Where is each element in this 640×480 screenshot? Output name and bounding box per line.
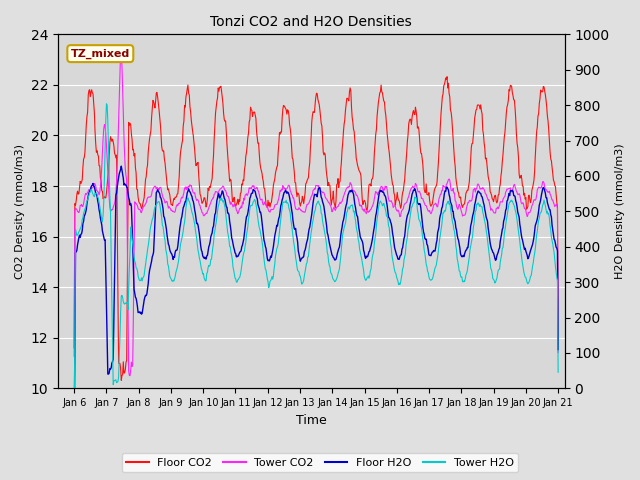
X-axis label: Time: Time (296, 414, 326, 427)
Tower CO2 (70, 353, 78, 359)
Legend: Floor CO2, Tower CO2, Floor H2O, Tower H2O: Floor CO2, Tower CO2, Floor H2O, Tower H… (122, 453, 518, 472)
Floor CO2 (129, 146, 137, 152)
Floor CO2 (179, 138, 186, 144)
Line: Tower H2O: Tower H2O (74, 104, 558, 432)
Tower H2O (389, 260, 397, 265)
Tower H2O (70, 430, 78, 435)
Line: Floor CO2: Floor CO2 (74, 77, 558, 380)
Floor H2O (179, 209, 186, 215)
Tower CO2 (376, 187, 383, 192)
Floor H2O (129, 266, 137, 272)
Tower H2O (554, 370, 562, 375)
Tower CO2 (117, 48, 125, 54)
Floor CO2 (79, 164, 87, 170)
Tower H2O (129, 247, 137, 252)
Floor CO2 (554, 347, 562, 353)
Line: Tower CO2: Tower CO2 (74, 51, 558, 376)
Floor H2O (70, 443, 78, 448)
Tower H2O (375, 202, 383, 207)
Tower CO2 (126, 373, 134, 379)
Y-axis label: CO2 Density (mmol/m3): CO2 Density (mmol/m3) (15, 144, 25, 279)
Floor H2O (554, 347, 562, 352)
Tower CO2 (79, 203, 87, 209)
Floor H2O (375, 191, 383, 197)
Text: TZ_mixed: TZ_mixed (70, 48, 130, 59)
Tower H2O (102, 101, 110, 107)
Tower H2O (79, 215, 87, 220)
Tower H2O (179, 232, 186, 238)
Tower CO2 (179, 192, 187, 198)
Floor CO2 (70, 345, 78, 351)
Line: Floor H2O: Floor H2O (74, 166, 558, 445)
Floor H2O (389, 234, 397, 240)
Floor CO2 (375, 95, 383, 100)
Tower CO2 (390, 203, 397, 209)
Tower CO2 (205, 205, 212, 211)
Tower CO2 (130, 250, 138, 255)
Floor CO2 (389, 183, 397, 189)
Tower H2O (204, 264, 212, 270)
Floor H2O (117, 163, 125, 169)
Y-axis label: H2O Density (mmol/m3): H2O Density (mmol/m3) (615, 144, 625, 279)
Floor H2O (79, 220, 87, 226)
Tower CO2 (554, 349, 562, 355)
Floor CO2 (204, 185, 212, 191)
Floor H2O (204, 248, 212, 254)
Floor CO2 (117, 377, 125, 383)
Floor CO2 (444, 74, 451, 80)
Title: Tonzi CO2 and H2O Densities: Tonzi CO2 and H2O Densities (211, 15, 412, 29)
